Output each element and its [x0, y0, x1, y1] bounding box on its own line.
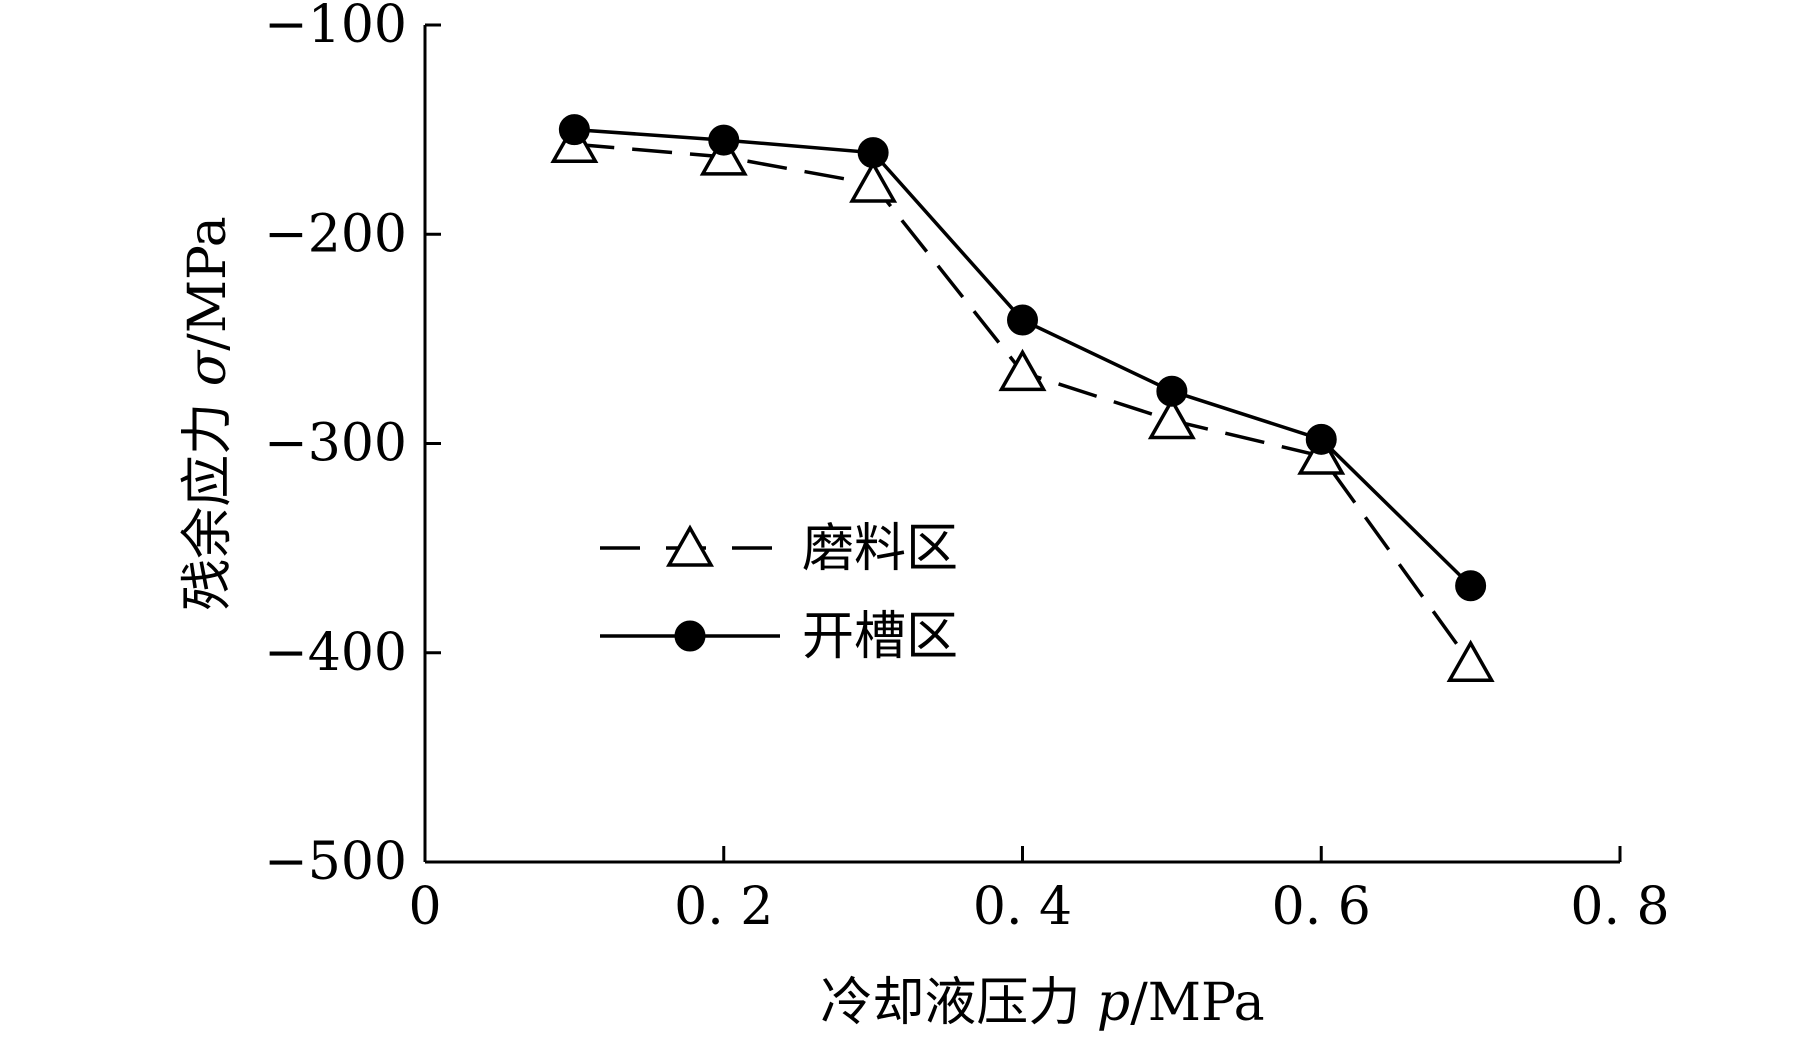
data-point-circle [1305, 423, 1337, 455]
x-tick-label: 0. 4 [973, 877, 1072, 937]
x-tick-label: 0. 8 [1570, 877, 1669, 937]
series-line [574, 142, 1473, 665]
x-axis-title-var: p [1097, 973, 1130, 1033]
x-axis-title: 冷却液压力 p/MPa [820, 973, 1264, 1033]
y-axis-title: 残余应力 σ/MPa [178, 216, 238, 610]
data-point-triangle [1446, 639, 1495, 682]
x-tick-label: 0 [408, 877, 441, 937]
y-tick-label: −200 [264, 204, 407, 264]
y-tick-label: −500 [264, 832, 407, 892]
data-point-circle [1455, 570, 1487, 602]
legend-label: 开槽区 [802, 607, 958, 667]
y-tick-label: −300 [264, 414, 407, 474]
x-axis-title-suffix: /MPa [1130, 973, 1264, 1033]
y-tick-label: −100 [264, 0, 407, 55]
y-axis-title-suffix: /MPa [178, 216, 238, 350]
series [550, 114, 1495, 682]
y-axis-title-var: σ [178, 349, 238, 386]
data-point-circle [1156, 375, 1188, 407]
data-point-triangle [849, 160, 898, 203]
data-point-circle [1007, 304, 1038, 336]
legend-label: 磨料区 [802, 519, 958, 579]
y-axis-title-prefix: 残余应力 [178, 386, 238, 611]
data-point-triangle [998, 348, 1047, 392]
legend-marker-triangle [665, 524, 715, 567]
series-1 [550, 120, 1495, 682]
data-point-circle [857, 137, 889, 169]
data-point-circle [708, 124, 740, 156]
data-point-triangle [1147, 396, 1196, 440]
ticks: 0 0. 2 0. 4 0. 6 0. 8 −100 −200 −300 −400 −500 [264, 0, 1669, 937]
data-point-circle [558, 114, 590, 146]
legend-item: 开槽区 [600, 607, 958, 667]
legend-item: 磨料区 [600, 519, 958, 579]
x-tick-label: 0. 6 [1272, 877, 1371, 937]
axes [423, 25, 1620, 864]
x-axis-title-prefix: 冷却液压力 [820, 973, 1097, 1033]
legend-marker-circle [674, 620, 706, 652]
y-tick-label: −400 [264, 623, 407, 683]
series-2 [558, 114, 1487, 602]
x-tick-label: 0. 2 [674, 877, 773, 937]
